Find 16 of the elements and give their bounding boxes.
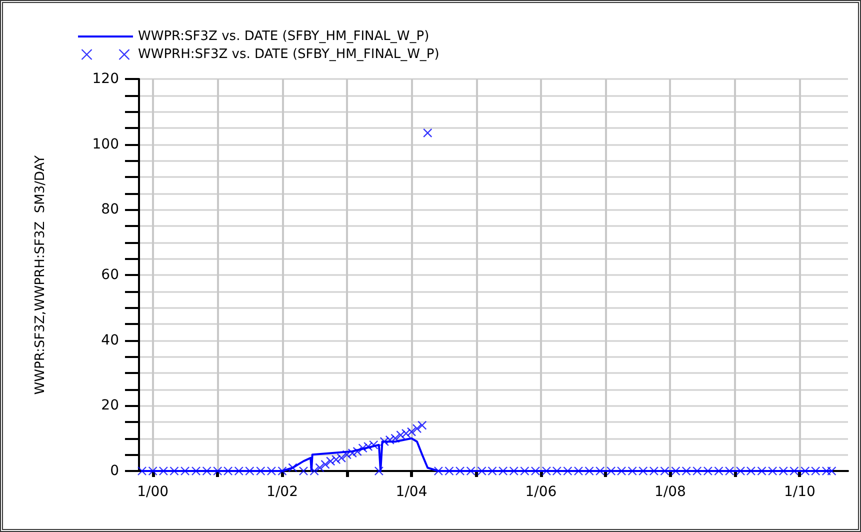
y-axis-title: WWPR:SF3Z,WWPRH:SF3Z SM3/DAY [33, 155, 48, 395]
y-tick-label: 0 [110, 463, 119, 479]
y-tick-label: 20 [101, 398, 119, 414]
x-tick-label: 1/10 [784, 484, 816, 500]
y-tick-label: 40 [101, 332, 119, 348]
x-tick-label: 1/04 [396, 484, 428, 500]
y-tick-label: 80 [101, 202, 119, 218]
y-tick-label: 60 [101, 267, 119, 283]
legend-label: WWPR:SF3Z vs. DATE (SFBY_HM_FINAL_W_P) [138, 29, 430, 44]
y-tick-label: 100 [92, 136, 119, 152]
x-tick-label: 1/06 [525, 484, 557, 500]
y-tick-label: 120 [92, 71, 119, 87]
x-tick-label: 1/00 [137, 484, 169, 500]
legend-label: WWPRH:SF3Z vs. DATE (SFBY_HM_FINAL_W_P) [138, 47, 440, 62]
x-tick-label: 1/02 [266, 484, 298, 500]
x-tick-label: 1/08 [654, 484, 686, 500]
